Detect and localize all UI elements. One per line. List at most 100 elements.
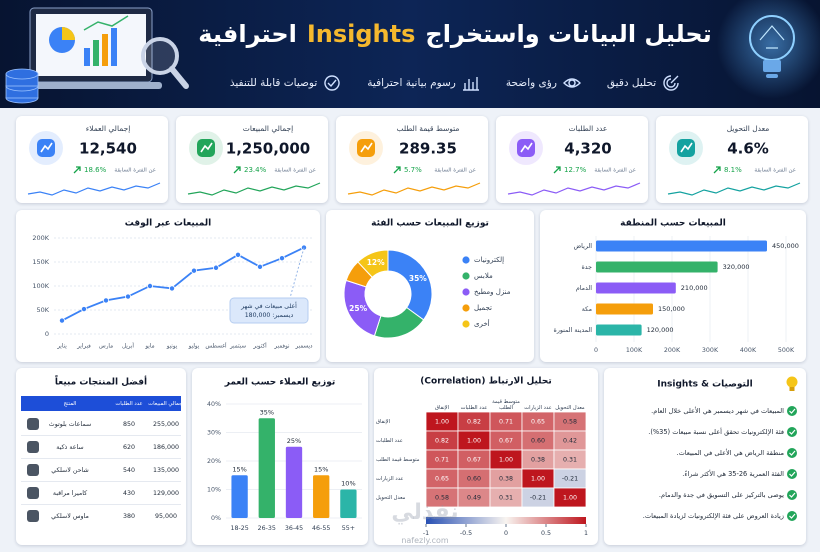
table-cell: ساعة ذكية	[56, 444, 83, 451]
legend-label: ملابس	[474, 272, 493, 280]
x-tick-label: يوليو	[188, 344, 200, 350]
column-label: معدل التحويل	[555, 405, 585, 411]
bar	[258, 418, 275, 518]
kpi-card: متوسط قيمة الطلب 289.35 5.7% عن الفترة السا…	[336, 116, 488, 203]
panel-canvas: متوسط قيمة الطلب 289.35 5.7% عن الفترة السا…	[347, 124, 481, 196]
check-mark	[789, 429, 796, 435]
kpi-value: 12,540	[79, 140, 137, 158]
legend-swatch	[462, 304, 470, 312]
cell-label: 0.58	[435, 495, 449, 502]
panel-canvas: التوصيات & Insights	[657, 376, 798, 521]
kpi-arrow	[393, 166, 401, 174]
kpi-change: 18.6%	[84, 166, 107, 174]
kpi-card: عدد الطلبات 4,320 12.7% عن الفترة السابقة	[496, 116, 648, 203]
point	[234, 251, 241, 258]
table-cell: 135,000	[153, 467, 179, 474]
panel-canvas: إجمالي العملاء 12,540 18.6% عن الفترة الساب…	[27, 124, 161, 196]
table-cell: 540	[123, 467, 135, 474]
donut-slice	[387, 249, 433, 321]
legend-swatch	[462, 288, 470, 296]
cell-label: 0.49	[467, 495, 481, 502]
sales-line	[61, 246, 305, 322]
line-chart-panel: المبيعات عبر الوقت 0 50K 100K 150K 200K يناير ف…	[16, 210, 320, 362]
icon-shape	[462, 77, 479, 91]
legend-label: تجميل	[474, 304, 492, 312]
kpi-sparkline	[507, 182, 641, 196]
table-cell: كاميرا مراقبة	[53, 490, 87, 497]
y-tick-label: 20%	[207, 458, 221, 465]
x-tick-label: فبراير	[76, 344, 91, 350]
table-cell: 620	[123, 444, 135, 451]
colorbar-tick-label: 1	[584, 530, 588, 537]
y-tick-label: 10%	[207, 487, 221, 494]
feature-icon	[562, 78, 581, 88]
kpi-label: إجمالي العملاء	[86, 124, 131, 133]
feature-label: رسوم بيانية احترافية	[367, 77, 456, 89]
recommendation: المبيعات في شهر ديسمبر هي الأعلى خلال ال…	[651, 407, 784, 415]
check-icon	[787, 448, 797, 458]
slice-label: 12%	[367, 258, 385, 267]
x-tick-label: يناير	[56, 344, 67, 350]
header: تحليل البيانات واستخراج Insights احترافي…	[0, 0, 820, 108]
laptop-illustration	[5, 7, 189, 104]
recommendation: يوصى بالتركيز على التسويق في جدة والدمام…	[658, 491, 784, 499]
kpi-label: إجمالي المبيعات	[243, 124, 293, 133]
watermark-site: nafezly.com	[401, 536, 449, 545]
kpi-value: 289.35	[399, 140, 457, 158]
table-header-bg	[21, 396, 181, 411]
cell-label: 1.00	[499, 457, 513, 464]
kpi-card: إجمالي العملاء 12,540 18.6% عن الفترة الساب…	[16, 116, 168, 203]
bar-value-label: 450,000	[772, 242, 799, 250]
colorbar-tick-label: 0	[504, 530, 508, 537]
heat-cell	[553, 487, 587, 508]
x-tick-label: 200K	[664, 347, 681, 354]
recommendations-panel: التوصيات & Insights المبيعات في شهر ديسمب…	[604, 368, 806, 545]
feature-icon	[462, 77, 479, 91]
legend-swatch	[462, 272, 470, 280]
check-mark	[789, 513, 796, 519]
kpi-label: معدل التحويل	[727, 124, 770, 133]
kpi-change: 23.4%	[244, 166, 267, 174]
point	[278, 255, 285, 262]
check-icon	[787, 469, 797, 479]
point	[59, 317, 66, 324]
bulb-base	[789, 387, 795, 391]
panel-canvas: عدد الطلبات 4,320 12.7% عن الفترة السابقة	[507, 124, 641, 196]
header-title: تحليل البيانات واستخراج Insights احترافي…	[185, 20, 725, 48]
feature-icon	[324, 75, 340, 91]
recommendation: زيادة العروض على فئة الإلكترونيات لزيادة…	[642, 512, 784, 520]
kpi-sparkline	[27, 182, 161, 196]
bar	[596, 282, 676, 294]
kpi-arrow	[73, 166, 81, 174]
icon-shape	[663, 75, 679, 91]
point	[146, 283, 153, 290]
kpi-icon-glyph	[360, 142, 373, 153]
bar	[596, 324, 642, 336]
recommendation: فئة الإلكترونيات تحقق أعلى نسبة مبيعات (…	[648, 428, 784, 436]
check-icon	[787, 511, 797, 521]
x-tick-label: 500K	[778, 347, 795, 354]
point	[212, 264, 219, 271]
bar	[596, 303, 653, 315]
x-tick-label: مارس	[99, 344, 113, 350]
bar	[285, 446, 303, 518]
correlation-panel: تحليل الارتباط (Correlation) 1.00 0.82 0.71…	[374, 368, 598, 545]
table-cell: 380	[123, 513, 135, 520]
legend-label: منزل ومطبخ	[474, 288, 511, 296]
x-tick-label: ديسمبر	[294, 344, 313, 350]
legend-label: أخرى	[474, 319, 490, 328]
age-chart-panel: توزيع العملاء حسب العمر 0% 10% 20% 30% 40% 15%…	[192, 368, 368, 545]
x-tick-label: 0	[594, 347, 598, 354]
cell-label: 0.60	[467, 476, 481, 483]
table-header: إجمالي المبيعات	[148, 401, 184, 407]
chart-title: أفضل المنتجات مبيعاً	[54, 375, 147, 388]
panel-canvas: أفضل المنتجات مبيعاً المنتج عدد الطلبات إجم…	[21, 375, 184, 522]
y-tick-label: 150K	[32, 258, 49, 266]
kpi-change: 5.7%	[404, 166, 422, 174]
cell-label: 0.60	[531, 438, 545, 445]
feature-icon	[663, 75, 679, 91]
bar-value-label: 15%	[314, 465, 328, 473]
bar-value-label: 150,000	[658, 305, 685, 313]
y-tick-label: 0%	[211, 515, 221, 522]
kpi-sparkline	[187, 182, 321, 196]
